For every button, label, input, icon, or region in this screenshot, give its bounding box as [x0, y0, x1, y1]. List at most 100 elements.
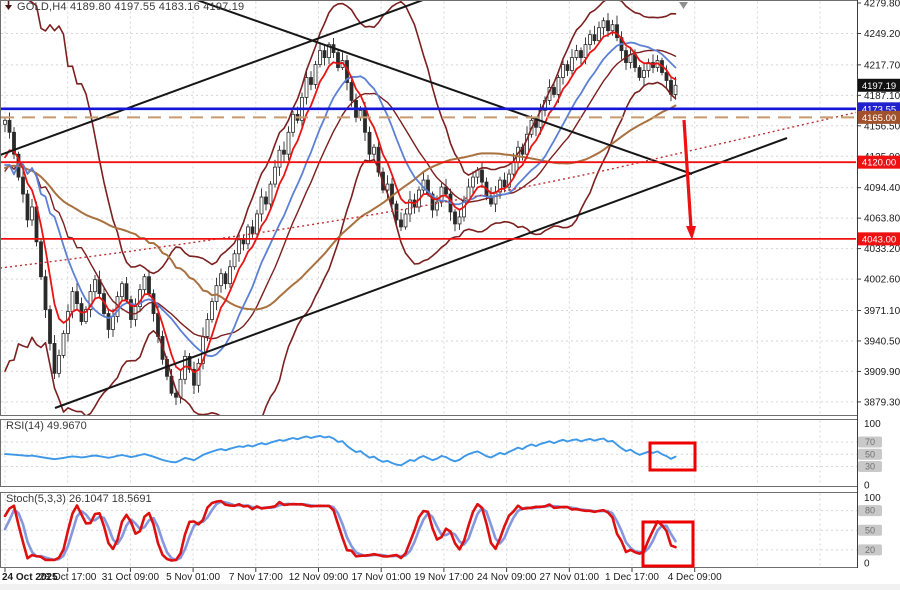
rsi-panel[interactable] [0, 419, 858, 487]
down-arrow-head[interactable] [686, 226, 696, 240]
candle-body [363, 109, 367, 133]
candle-body [304, 77, 309, 98]
candle-body [403, 213, 408, 228]
candle-body [3, 119, 7, 125]
candle-body [570, 57, 574, 71]
chart-shift-marker [679, 2, 688, 9]
price-axis-label: 4187.10 [864, 91, 900, 102]
candle-body [75, 291, 79, 304]
dotted-trendline[interactable] [0, 111, 858, 269]
rsi-scale-min: 0 [864, 481, 870, 492]
candle-body [120, 283, 124, 298]
main-chart-panel[interactable] [0, 0, 858, 416]
price-axis-label: 4156.50 [864, 121, 900, 132]
candle-body [511, 161, 516, 175]
price-badge-rect[interactable] [858, 78, 900, 92]
candle-body [430, 193, 435, 211]
candle-body [583, 44, 588, 58]
candle-body [39, 241, 43, 278]
stoch-main-line [3, 499, 677, 562]
candle-body [70, 291, 75, 312]
candle-body [124, 283, 129, 301]
candle-body [7, 119, 12, 133]
candle-body [318, 50, 322, 65]
stoch-panel[interactable] [0, 492, 858, 568]
candle-body [84, 309, 88, 322]
time-axis-label: 12 Nov 09:00 [289, 572, 349, 583]
candle-body [61, 333, 66, 356]
candle-body [457, 216, 462, 225]
candle-body [196, 362, 201, 386]
candle-body [673, 84, 678, 95]
candle-body [111, 316, 115, 330]
candle-body [174, 392, 178, 398]
rsi-level-badge [858, 436, 882, 448]
candle-body [394, 203, 399, 221]
time-axis-label: 7 Nov 17:00 [229, 572, 283, 583]
candle-body [313, 64, 318, 85]
trendline-ascending-lower[interactable] [54, 137, 788, 409]
price-level-badge[interactable]: 4165.00 [862, 113, 896, 124]
price-level-badge[interactable]: 4173.55 [862, 104, 896, 115]
candle-body [241, 239, 246, 245]
candle-body [480, 169, 484, 183]
stoch-scale-max: 100 [864, 493, 881, 504]
candle-body [408, 199, 412, 215]
candle-body [579, 50, 583, 58]
candle-body [489, 195, 493, 205]
candle-body [232, 253, 237, 268]
price-axis-label: 4217.70 [864, 60, 900, 71]
trendline-ascending-upper[interactable] [0, 0, 424, 156]
price-axis-label: 4063.80 [864, 214, 900, 225]
candle-body [250, 226, 255, 235]
rsi-level-badge [858, 448, 882, 460]
time-axis-label: 24 Nov 09:00 [477, 572, 537, 583]
rsi-level-badge-text: 50 [865, 449, 875, 459]
candle-body [273, 166, 277, 185]
candle-body [282, 149, 286, 155]
stoch-level-badge [858, 544, 882, 556]
price-level-badge[interactable]: 4120.00 [862, 158, 896, 169]
candle-body [552, 87, 556, 95]
candle-body [507, 173, 511, 188]
highlight-rect-stoch[interactable] [641, 520, 695, 568]
price-badge-rect[interactable] [858, 110, 900, 124]
candle-body [376, 146, 381, 173]
ma-red-fast [4, 31, 677, 374]
candle-body [48, 309, 52, 344]
candle-body [43, 276, 48, 310]
time-axis-label: 5 Nov 01:00 [166, 572, 220, 583]
candle-body [336, 52, 340, 68]
highlight-rect-rsi[interactable] [648, 441, 697, 472]
trendline-descending[interactable] [196, 0, 693, 175]
candle-body [264, 196, 268, 205]
down-arrow-shaft[interactable] [682, 119, 693, 229]
candle-body [12, 131, 16, 155]
candle-body [588, 34, 592, 46]
candle-body [592, 34, 597, 42]
candle-body [156, 313, 160, 337]
candle-body [385, 183, 390, 191]
candle-body [30, 206, 34, 221]
rsi-indicator-label: RSI(14) 49.9670 [6, 420, 87, 432]
candle-body [601, 20, 606, 29]
price-badge-rect[interactable] [858, 155, 900, 169]
price-axis-label: 4094.40 [864, 183, 900, 194]
price-axis-label: 4033.20 [864, 244, 900, 255]
candle-body [219, 273, 223, 287]
candle-body [57, 354, 61, 374]
candle-body [88, 291, 93, 310]
price-level-badge[interactable]: 4043.00 [862, 234, 896, 245]
candle-body [187, 355, 192, 370]
price-badge-rect[interactable] [858, 232, 900, 246]
price-axis-label: 3909.90 [864, 367, 900, 378]
candle-body [435, 201, 439, 211]
candle-body [129, 299, 133, 320]
candle-body [223, 273, 228, 285]
candle-body [615, 24, 619, 39]
candle-body [309, 77, 313, 85]
candle-body [561, 64, 565, 78]
price-level-badge[interactable]: 4197.19 [862, 81, 896, 92]
